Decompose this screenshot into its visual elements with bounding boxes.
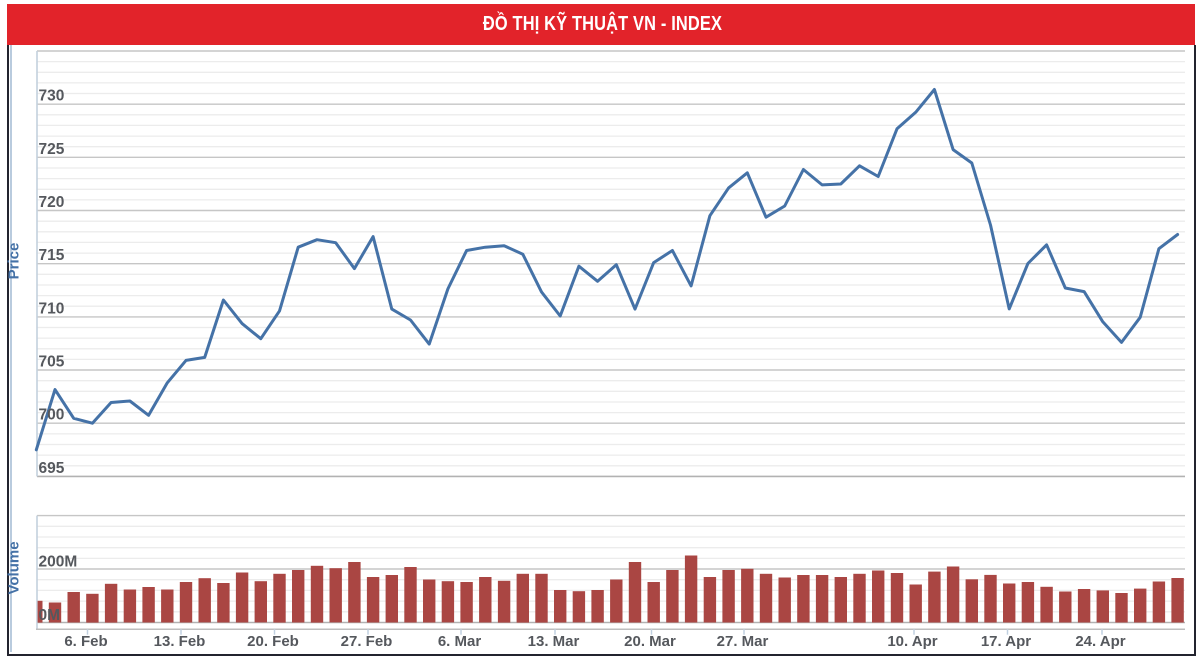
svg-text:710: 710	[39, 300, 65, 317]
svg-text:0M: 0M	[39, 607, 61, 624]
svg-text:695: 695	[39, 460, 65, 477]
svg-text:725: 725	[39, 141, 65, 158]
svg-text:700: 700	[39, 407, 65, 424]
svg-text:13. Mar: 13. Mar	[528, 633, 580, 650]
svg-text:24. Apr: 24. Apr	[1075, 633, 1125, 650]
svg-text:17. Apr: 17. Apr	[981, 633, 1031, 650]
svg-text:Volume: Volume	[6, 541, 23, 594]
svg-text:10. Apr: 10. Apr	[887, 633, 937, 650]
svg-text:6. Mar: 6. Mar	[438, 633, 482, 650]
svg-text:705: 705	[39, 354, 65, 371]
svg-text:27. Mar: 27. Mar	[717, 633, 769, 650]
svg-text:730: 730	[39, 88, 65, 105]
svg-text:20. Feb: 20. Feb	[247, 633, 299, 650]
svg-text:27. Feb: 27. Feb	[341, 633, 393, 650]
svg-text:200M: 200M	[39, 554, 78, 571]
svg-text:Price: Price	[6, 243, 23, 280]
svg-text:6. Feb: 6. Feb	[64, 633, 107, 650]
svg-text:13. Feb: 13. Feb	[154, 633, 206, 650]
svg-text:720: 720	[39, 194, 65, 211]
svg-text:20. Mar: 20. Mar	[624, 633, 676, 650]
svg-text:715: 715	[39, 247, 65, 264]
